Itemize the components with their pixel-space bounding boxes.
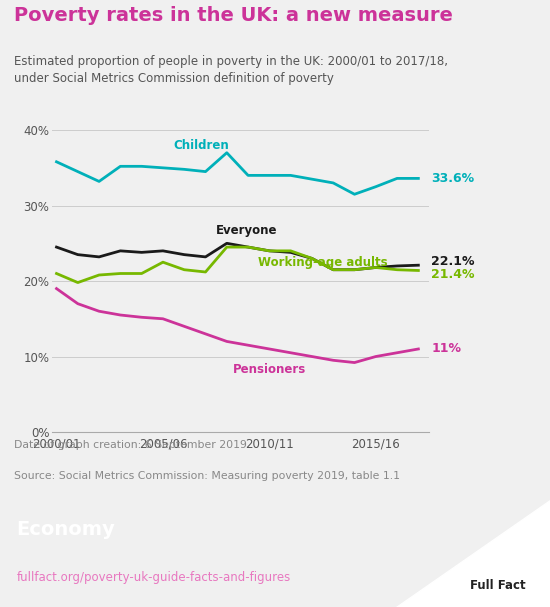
Text: 22.1%: 22.1%: [431, 255, 475, 268]
Text: Economy: Economy: [16, 520, 116, 540]
Text: Pensioners: Pensioners: [233, 363, 306, 376]
Text: Children: Children: [174, 139, 229, 152]
Text: Source: Social Metrics Commission: Measuring poverty 2019, table 1.1: Source: Social Metrics Commission: Measu…: [14, 472, 400, 481]
Text: Poverty rates in the UK: a new measure: Poverty rates in the UK: a new measure: [14, 5, 453, 25]
Text: Working-age adults: Working-age adults: [258, 256, 387, 269]
Text: Date of graph creation: 6 September 2019: Date of graph creation: 6 September 2019: [14, 440, 246, 450]
Text: Full Fact: Full Fact: [470, 579, 526, 592]
Text: 33.6%: 33.6%: [431, 172, 474, 185]
Text: Everyone: Everyone: [216, 224, 278, 237]
Text: 21.4%: 21.4%: [431, 268, 475, 281]
Polygon shape: [396, 500, 550, 607]
Text: 11%: 11%: [431, 342, 461, 356]
Text: Estimated proportion of people in poverty in the UK: 2000/01 to 2017/18,
under S: Estimated proportion of people in povert…: [14, 55, 448, 85]
Text: fullfact.org/poverty-uk-guide-facts-and-figures: fullfact.org/poverty-uk-guide-facts-and-…: [16, 571, 291, 583]
